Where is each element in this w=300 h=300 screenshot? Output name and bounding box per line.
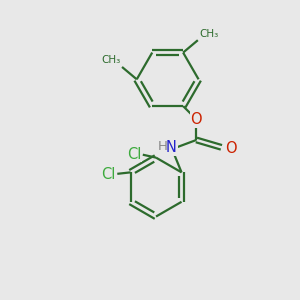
Text: O: O: [225, 141, 237, 156]
Text: Cl: Cl: [127, 147, 141, 162]
Text: CH₃: CH₃: [199, 29, 218, 39]
Text: H: H: [158, 140, 168, 153]
Text: Cl: Cl: [101, 167, 116, 182]
Text: N: N: [166, 140, 177, 155]
Text: CH₃: CH₃: [102, 56, 121, 65]
Text: O: O: [190, 112, 202, 127]
